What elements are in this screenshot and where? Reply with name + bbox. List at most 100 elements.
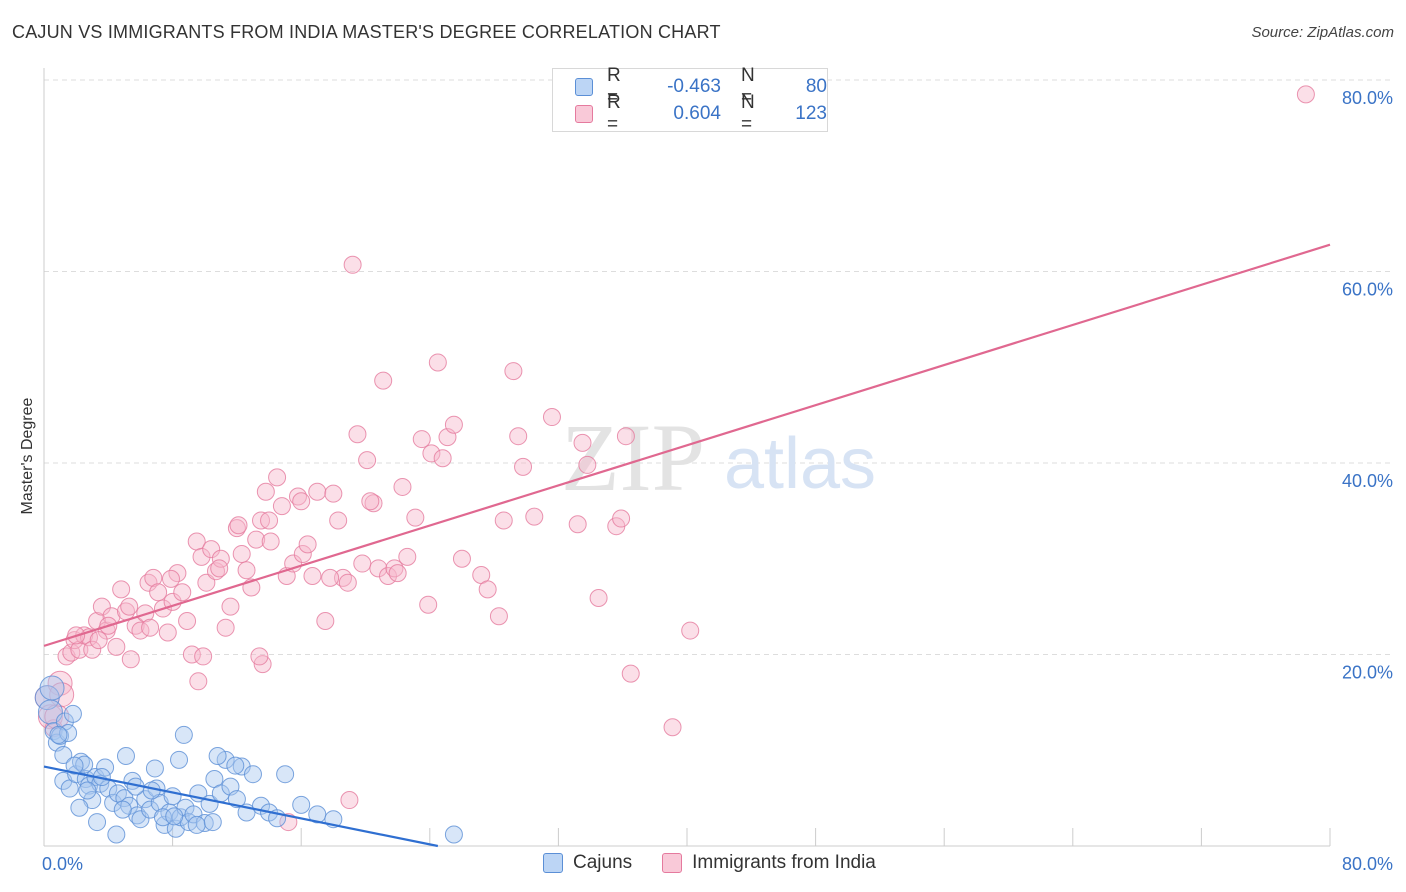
india-point[interactable] [525,507,544,526]
india-point[interactable] [612,509,631,528]
india-point[interactable] [229,516,248,535]
india-point[interactable] [324,484,343,503]
india-point[interactable] [369,559,388,578]
india-point[interactable] [422,444,441,463]
india-point[interactable] [139,573,158,592]
india-point[interactable] [419,595,438,614]
india-point[interactable] [388,564,407,583]
cajun-point[interactable] [65,756,84,775]
india-point[interactable] [316,611,335,630]
cajun-point[interactable] [113,800,132,819]
india-point[interactable] [232,544,251,563]
india-point[interactable] [227,519,246,538]
cajun-point[interactable] [88,813,107,832]
india-point[interactable] [211,549,230,568]
india-point[interactable] [293,544,312,563]
india-point[interactable] [589,589,608,608]
india-point[interactable] [247,530,266,549]
cajun-point[interactable] [75,755,94,774]
india-point[interactable] [260,511,279,530]
india-point[interactable] [504,362,523,381]
cajun-point[interactable] [226,756,245,775]
india-point[interactable] [83,640,102,659]
india-point[interactable] [433,449,452,468]
india-point[interactable] [681,621,700,640]
india-point[interactable] [272,497,291,516]
india-point[interactable] [189,672,208,691]
india-point[interactable] [509,427,528,446]
cajun-point[interactable] [243,765,262,784]
cajun-point[interactable] [444,825,463,844]
india-point[interactable] [120,597,139,616]
india-point[interactable] [542,408,561,427]
india-point[interactable] [663,718,682,737]
cajun-point[interactable] [227,790,246,809]
india-point[interactable] [514,457,533,476]
india-point[interactable] [374,371,393,390]
india-point[interactable] [361,492,380,511]
cajun-point[interactable] [276,765,295,784]
india-point[interactable] [303,566,322,585]
cajun-point[interactable] [170,750,189,769]
india-point[interactable] [353,554,372,573]
india-point[interactable] [333,568,352,587]
india-point[interactable] [573,433,592,452]
india-point[interactable] [158,623,177,642]
india-point[interactable] [364,494,383,513]
india-point[interactable] [393,477,412,496]
india-point[interactable] [452,549,471,568]
india-point[interactable] [329,511,348,530]
india-point[interactable] [406,508,425,527]
india-point[interactable] [338,573,357,592]
india-point[interactable] [194,647,213,666]
india-point[interactable] [256,482,275,501]
cajun-point[interactable] [96,758,115,777]
cajun-point[interactable] [54,746,73,765]
india-point[interactable] [210,559,229,578]
india-point[interactable] [173,583,192,602]
cajun-point[interactable] [292,795,311,814]
cajun-point[interactable] [63,704,82,723]
india-point[interactable] [578,455,597,474]
india-point[interactable] [343,255,362,274]
india-point[interactable] [1296,85,1315,104]
india-point[interactable] [192,547,211,566]
india-point[interactable] [144,568,163,587]
india-point[interactable] [70,640,89,659]
india-point[interactable] [321,568,340,587]
india-point[interactable] [340,791,359,810]
india-point[interactable] [268,468,287,487]
cajun-point[interactable] [70,798,89,817]
cajun-point[interactable] [174,725,193,744]
india-point[interactable] [478,580,497,599]
india-point[interactable] [149,583,168,602]
cajun-point[interactable] [203,813,222,832]
cajun-point[interactable] [78,781,97,800]
india-point[interactable] [385,559,404,578]
india-point[interactable] [412,430,431,449]
series-legend-cajuns[interactable]: Cajuns [543,852,632,874]
india-point[interactable] [112,580,131,599]
india-point[interactable] [92,597,111,616]
india-point[interactable] [288,487,307,506]
india-point[interactable] [121,650,140,669]
india-point[interactable] [182,645,201,664]
india-point[interactable] [292,492,311,511]
series-legend-india[interactable]: Immigrants from India [662,852,876,874]
india-point[interactable] [237,561,256,580]
india-point[interactable] [348,425,367,444]
india-point[interactable] [298,535,317,554]
india-point[interactable] [161,569,180,588]
cajun-point[interactable] [49,725,68,744]
india-point[interactable] [308,482,327,501]
cajun-point[interactable] [107,825,126,844]
cajun-point[interactable] [187,815,206,834]
cajun-point[interactable] [116,746,135,765]
india-point[interactable] [89,631,108,650]
india-point[interactable] [107,637,126,656]
cajun-point[interactable] [131,810,150,829]
india-point[interactable] [178,611,197,630]
india-point[interactable] [444,415,463,434]
cajun-point[interactable] [145,759,164,778]
india-point[interactable] [141,618,160,637]
